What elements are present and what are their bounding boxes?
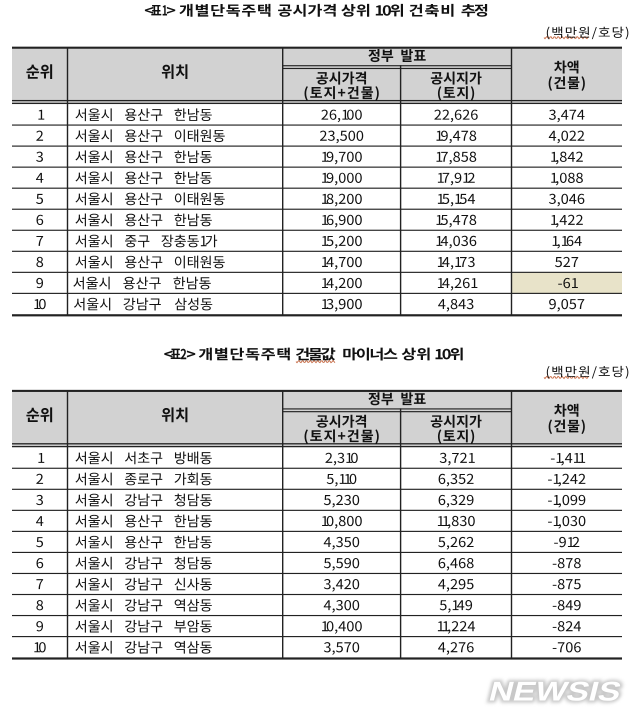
svg-text:NEWSIS: NEWSIS: [486, 676, 625, 707]
svg-text:NEWSIS: NEWSIS: [486, 676, 625, 707]
